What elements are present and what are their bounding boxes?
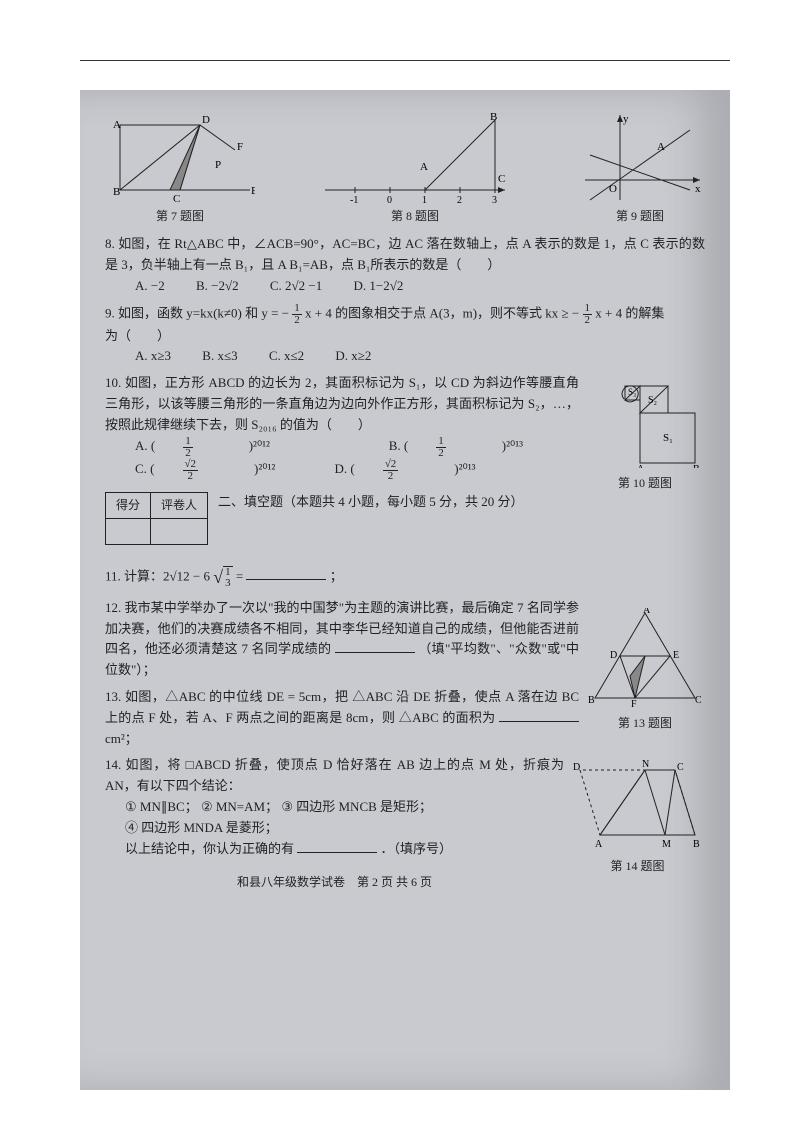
q9-optA: A. x≥3 — [135, 346, 171, 367]
svg-text:B: B — [693, 839, 700, 850]
fig8-svg: A B C -1 0 1 2 3 — [320, 110, 510, 205]
question-8: 8. 如图，在 Rt△ABC 中，∠ACB=90°，AC=BC，边 AC 落在数… — [105, 234, 705, 296]
figure-10: S₁ S₂ S₃ A B 第 10 题图 — [585, 373, 705, 493]
svg-text:S₁: S₁ — [663, 432, 673, 444]
q9-tail: 为（ ） — [105, 326, 705, 347]
q8-optD: D. 1−2√2 — [354, 276, 404, 297]
fig10-svg: S₁ S₂ S₃ A B — [585, 373, 705, 468]
score-table: 得分评卷人 — [105, 492, 208, 545]
q11-a: 11. 计算：2√12 − 6 — [105, 568, 210, 583]
q8-optC: C. 2√2 −1 — [270, 276, 322, 297]
q11-eq: = — [236, 568, 247, 583]
fig13-caption: 第 13 题图 — [585, 714, 705, 733]
q14-blank[interactable] — [297, 839, 377, 853]
page-footer: 和县八年级数学试卷 第 2 页 共 6 页 — [105, 873, 705, 892]
svg-text:M: M — [662, 839, 671, 850]
svg-text:D: D — [573, 762, 580, 773]
svg-text:A: A — [643, 608, 651, 616]
q14-tail-b: ．（填序号） — [381, 841, 453, 856]
q13-blank[interactable] — [499, 708, 579, 722]
q10-optB: B. (12)²⁰¹³ — [389, 436, 551, 459]
svg-text:N: N — [642, 759, 649, 770]
q8-optB: B. −2√2 — [196, 276, 239, 297]
svg-text:A: A — [637, 464, 645, 468]
fig9-svg: y x O A — [575, 110, 705, 205]
figure-row: A B C D E F P 第 7 题图 A B — [105, 110, 705, 226]
svg-text:y: y — [623, 113, 629, 125]
svg-text:C: C — [498, 173, 505, 185]
figure-7: A B C D E F P 第 7 题图 — [105, 110, 255, 226]
question-10: S₁ S₂ S₃ A B 第 10 题图 10. 如图，正方形 ABCD 的边长… — [105, 373, 705, 481]
svg-text:0: 0 — [387, 195, 392, 205]
figure-9: y x O A 第 9 题图 — [575, 110, 705, 226]
svg-text:E: E — [251, 185, 255, 197]
section-2-title: 二、填空题（本题共 4 小题，每小题 5 分，共 20 分） — [218, 494, 524, 509]
q12-blank[interactable] — [335, 639, 415, 653]
q14-tail-a: 以上结论中，你认为正确的有 — [125, 841, 294, 856]
q13-unit: cm²； — [105, 731, 138, 746]
fig13-svg: A B C D E F — [585, 608, 705, 708]
q9-c: x + 4 的解集 — [595, 305, 664, 320]
q9-a: 9. 如图，函数 y=kx(k≠0) 和 y = − — [105, 305, 289, 320]
svg-text:F: F — [631, 699, 637, 708]
figure-14: D N C A M B 第 14 题图 — [570, 755, 705, 875]
figure-13: A B C D E F 第 13 题图 — [585, 608, 705, 733]
fig7-svg: A B C D E F P — [105, 110, 255, 205]
fig8-caption: 第 8 题图 — [320, 207, 510, 226]
q10-optD: D. (√22)²⁰¹³ — [335, 459, 504, 482]
question-9: 9. 如图，函数 y=kx(k≠0) 和 y = − 12 x + 4 的图象相… — [105, 303, 705, 368]
svg-text:-1: -1 — [350, 195, 358, 205]
svg-text:S₃: S₃ — [628, 387, 636, 397]
svg-text:A: A — [113, 119, 121, 131]
q9-optD: D. x≥2 — [335, 346, 371, 367]
q14-c1: ① MN∥BC； — [125, 799, 198, 814]
svg-text:C: C — [695, 695, 702, 706]
fig14-svg: D N C A M B — [570, 755, 705, 850]
svg-text:A: A — [420, 161, 428, 173]
q8-optA: A. −2 — [135, 276, 165, 297]
svg-text:C: C — [677, 762, 684, 773]
q9-optC: C. x≤2 — [269, 346, 304, 367]
svg-text:P: P — [215, 159, 221, 171]
fig9-caption: 第 9 题图 — [575, 207, 705, 226]
svg-text:S₂: S₂ — [648, 395, 657, 406]
q9-optB: B. x≤3 — [202, 346, 237, 367]
svg-text:B: B — [113, 186, 120, 198]
q10-text: 10. 如图，正方形 ABCD 的边长为 2，其面积标记为 S₁，以 CD 为斜… — [105, 375, 579, 432]
svg-text:B: B — [490, 111, 497, 123]
svg-text:1: 1 — [422, 195, 427, 205]
svg-text:C: C — [173, 193, 180, 205]
svg-text:3: 3 — [492, 195, 497, 205]
svg-text:D: D — [610, 650, 617, 661]
marker-head: 评卷人 — [151, 492, 208, 518]
svg-text:F: F — [237, 141, 243, 153]
svg-text:B: B — [588, 695, 595, 706]
q11-blank[interactable] — [246, 566, 326, 580]
svg-text:A: A — [595, 839, 603, 850]
section-2-header: 得分评卷人 二、填空题（本题共 4 小题，每小题 5 分，共 20 分） — [105, 492, 579, 545]
q11-semi: ； — [330, 568, 343, 583]
fig7-caption: 第 7 题图 — [105, 207, 255, 226]
top-rule — [80, 60, 730, 61]
question-11: 11. 计算：2√12 − 6 √13 = ； — [105, 563, 705, 592]
svg-text:O: O — [609, 183, 617, 195]
q10-optC: C. (√22)²⁰¹² — [135, 459, 303, 482]
score-head: 得分 — [106, 492, 151, 518]
q10-optA: A. (12)²⁰¹² — [135, 436, 298, 459]
exam-page: A B C D E F P 第 7 题图 A B — [80, 90, 730, 1090]
svg-text:x: x — [695, 183, 701, 195]
svg-text:B: B — [693, 464, 700, 468]
svg-text:D: D — [202, 114, 210, 126]
svg-text:2: 2 — [457, 195, 462, 205]
q14-c3: ③ 四边形 MNCB 是矩形； — [281, 799, 432, 814]
figure-8: A B C -1 0 1 2 3 第 8 题图 — [320, 110, 510, 226]
q8-text: 8. 如图，在 Rt△ABC 中，∠ACB=90°，AC=BC，边 AC 落在数… — [105, 236, 705, 272]
svg-text:E: E — [673, 650, 679, 661]
fig10-caption: 第 10 题图 — [585, 474, 705, 493]
svg-text:A: A — [657, 141, 665, 153]
q14-c2: ② MN=AM； — [201, 799, 278, 814]
q9-b: x + 4 的图象相交于点 A(3，m)，则不等式 kx ≥ − — [305, 305, 579, 320]
fig14-caption: 第 14 题图 — [570, 857, 705, 876]
